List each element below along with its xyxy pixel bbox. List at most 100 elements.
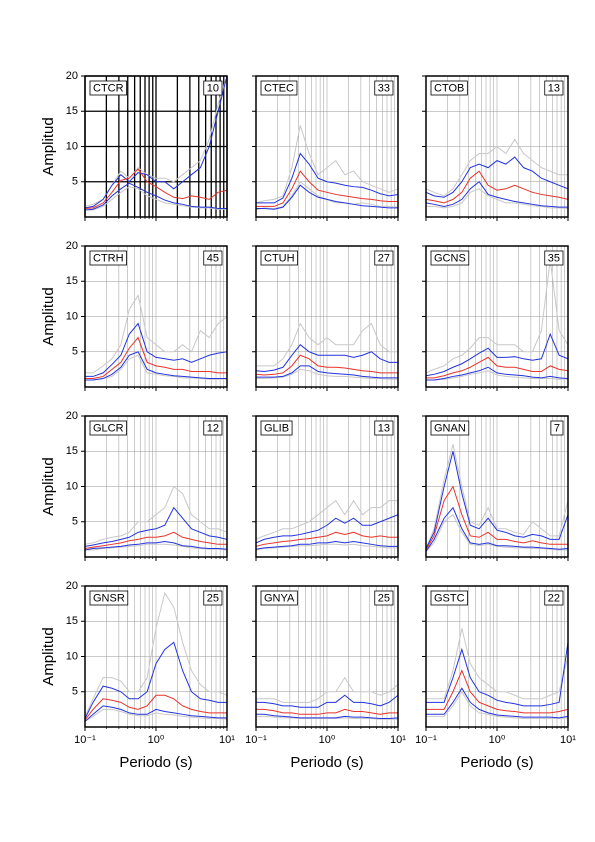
- series-line: [85, 506, 227, 547]
- y-tick-label: 20: [66, 580, 78, 592]
- y-axis-label: Amplitud: [40, 457, 57, 515]
- station-label: CTCR: [93, 82, 124, 94]
- count-label: 22: [548, 592, 560, 604]
- series-line: [426, 170, 568, 204]
- y-tick-label: 5: [72, 686, 78, 698]
- station-box: [430, 80, 468, 96]
- station-label: GNSR: [93, 592, 125, 604]
- y-tick-label: 15: [66, 615, 78, 627]
- count-box: [203, 250, 223, 266]
- y-tick-label: 15: [66, 445, 78, 457]
- series-line: [426, 260, 568, 374]
- series-line: [256, 708, 398, 715]
- x-tick-label: 10¹: [390, 734, 406, 746]
- y-tick-label: 10: [66, 480, 78, 492]
- count-box: [203, 590, 223, 606]
- station-label: CTOB: [434, 82, 464, 94]
- station-label: GLIB: [264, 422, 289, 434]
- panel: 10⁻¹ 10⁰ 10¹ Periodo (s) GNYA 25: [245, 585, 406, 771]
- count-label: 25: [207, 592, 219, 604]
- series-line: [85, 531, 227, 550]
- series-line: [256, 343, 398, 372]
- count-label: 13: [548, 82, 560, 94]
- series-line: [426, 485, 568, 551]
- series-line: [426, 506, 568, 552]
- station-label: GCNS: [434, 252, 466, 264]
- series-line: [256, 531, 398, 547]
- y-tick-label: 15: [66, 275, 78, 287]
- series-line: [426, 513, 568, 552]
- series-line: [426, 690, 568, 720]
- series-line: [426, 356, 568, 379]
- series-line: [426, 188, 568, 210]
- series-line: [256, 368, 398, 380]
- y-axis-label: Amplitud: [40, 627, 57, 685]
- series-line: [256, 499, 398, 540]
- series-line: [85, 694, 227, 721]
- y-tick-label: 10: [66, 140, 78, 152]
- series-line: [85, 591, 227, 717]
- series-line: [256, 694, 398, 708]
- y-tick-label: 5: [72, 346, 78, 358]
- y-tick-label: 15: [66, 105, 78, 117]
- x-tick-label: 10⁻¹: [245, 734, 267, 746]
- series-line: [85, 182, 227, 211]
- y-axis-label: Amplitud: [40, 117, 57, 175]
- x-axis-label: Periodo (s): [290, 754, 363, 771]
- x-tick-label: 10⁰: [319, 734, 336, 746]
- series-line: [256, 543, 398, 551]
- x-axis-label: Periodo (s): [460, 754, 533, 771]
- count-box: [550, 420, 564, 436]
- series-line: [256, 322, 398, 367]
- panel: CTUH 27: [252, 245, 399, 391]
- series-line: [426, 642, 568, 707]
- series-line: [256, 354, 398, 376]
- series-line: [85, 76, 227, 209]
- y-tick-label: 20: [66, 410, 78, 422]
- series-line: [426, 332, 568, 377]
- station-box: [430, 420, 470, 436]
- x-tick-label: 10⁻¹: [74, 734, 96, 746]
- panel: GLIB 13: [252, 415, 399, 561]
- series-line: [85, 336, 227, 380]
- station-box: [89, 80, 127, 96]
- series-line: [85, 485, 227, 545]
- count-label: 12: [207, 422, 219, 434]
- x-tick-label: 10⁰: [148, 734, 165, 746]
- panel: GCNS 35: [422, 245, 569, 391]
- series-line: [85, 354, 227, 381]
- series-line: [85, 322, 227, 377]
- station-label: CTUH: [264, 252, 295, 264]
- panel: CTEC 33: [252, 75, 399, 221]
- series-line: [426, 687, 568, 719]
- station-box: [260, 590, 298, 606]
- count-label: 35: [548, 252, 560, 264]
- count-label: 45: [207, 252, 219, 264]
- station-label: GLCR: [93, 422, 124, 434]
- count-label: 33: [378, 82, 390, 94]
- station-label: CTEC: [264, 82, 294, 94]
- series-line: [426, 444, 568, 549]
- y-tick-label: 20: [66, 70, 78, 82]
- count-label: 7: [554, 422, 560, 434]
- station-box: [89, 420, 127, 436]
- series-line: [426, 669, 568, 714]
- series-line: [256, 125, 398, 204]
- series-line: [256, 514, 398, 544]
- station-box: [260, 420, 293, 436]
- station-box: [89, 590, 129, 606]
- station-box: [89, 250, 127, 266]
- station-label: GNAN: [434, 422, 466, 434]
- station-box: [260, 250, 298, 266]
- panel: 5 10 15 20 Amplitud CTCR 10: [40, 70, 228, 221]
- x-tick-label: 10⁻¹: [415, 734, 437, 746]
- x-tick-label: 10⁰: [489, 734, 506, 746]
- panel: 5 10 15 20 Amplitud CTRH 45: [40, 240, 228, 391]
- series-line: [256, 715, 398, 720]
- count-box: [374, 250, 394, 266]
- x-axis-label: Periodo (s): [119, 754, 192, 771]
- x-tick-label: 10¹: [219, 734, 235, 746]
- series-line: [85, 540, 227, 551]
- count-box: [544, 590, 564, 606]
- count-box: [544, 250, 564, 266]
